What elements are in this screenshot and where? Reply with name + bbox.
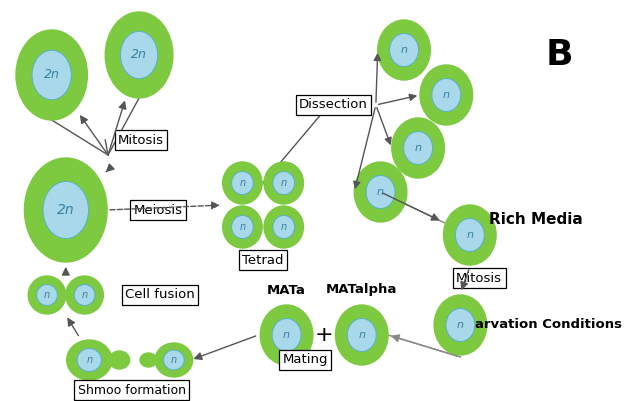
Ellipse shape xyxy=(273,172,295,194)
Text: n: n xyxy=(358,330,365,340)
Ellipse shape xyxy=(446,308,475,342)
Ellipse shape xyxy=(260,305,313,365)
Text: Starvation Conditions: Starvation Conditions xyxy=(459,318,622,332)
Text: n: n xyxy=(443,90,450,100)
Ellipse shape xyxy=(155,343,192,377)
Text: Rich Media: Rich Media xyxy=(488,213,582,227)
Text: Dissection: Dissection xyxy=(299,99,368,111)
Ellipse shape xyxy=(392,118,444,178)
Ellipse shape xyxy=(163,350,184,370)
Text: n: n xyxy=(171,355,177,365)
Text: n: n xyxy=(239,222,245,232)
Ellipse shape xyxy=(232,172,253,194)
Ellipse shape xyxy=(25,158,107,262)
Ellipse shape xyxy=(37,284,57,306)
Text: Mitosis: Mitosis xyxy=(118,134,164,146)
Ellipse shape xyxy=(264,206,304,248)
Ellipse shape xyxy=(273,215,295,239)
Text: Mitosis: Mitosis xyxy=(456,271,502,284)
Ellipse shape xyxy=(109,351,129,369)
Ellipse shape xyxy=(28,276,66,314)
Ellipse shape xyxy=(378,20,430,80)
Ellipse shape xyxy=(16,30,87,120)
Text: n: n xyxy=(281,222,287,232)
Text: 2n: 2n xyxy=(57,203,74,217)
Text: 2n: 2n xyxy=(44,69,59,81)
Text: n: n xyxy=(44,290,50,300)
Text: n: n xyxy=(415,143,422,153)
Ellipse shape xyxy=(432,79,461,111)
Ellipse shape xyxy=(272,318,301,352)
Text: n: n xyxy=(283,330,290,340)
Ellipse shape xyxy=(223,206,262,248)
Ellipse shape xyxy=(43,181,88,239)
Ellipse shape xyxy=(366,176,395,209)
Text: Tetrad: Tetrad xyxy=(242,253,284,267)
Text: n: n xyxy=(86,355,92,365)
Text: n: n xyxy=(457,320,464,330)
Text: Shmoo formation: Shmoo formation xyxy=(78,383,186,397)
Text: n: n xyxy=(377,187,384,197)
Ellipse shape xyxy=(223,162,262,204)
Ellipse shape xyxy=(444,205,496,265)
Text: MATa: MATa xyxy=(267,284,306,296)
Ellipse shape xyxy=(336,305,388,365)
Text: B: B xyxy=(545,38,573,72)
Ellipse shape xyxy=(121,31,158,79)
Text: 2n: 2n xyxy=(131,49,147,61)
Ellipse shape xyxy=(77,348,102,371)
Ellipse shape xyxy=(232,215,253,239)
Ellipse shape xyxy=(105,12,173,98)
Ellipse shape xyxy=(140,353,157,367)
Text: Mating: Mating xyxy=(283,354,328,367)
Ellipse shape xyxy=(347,318,376,352)
Ellipse shape xyxy=(434,295,487,355)
Ellipse shape xyxy=(404,132,433,164)
Ellipse shape xyxy=(32,50,71,100)
Ellipse shape xyxy=(420,65,473,125)
Text: n: n xyxy=(466,230,473,240)
Text: n: n xyxy=(281,178,287,188)
Text: +: + xyxy=(315,325,333,345)
Ellipse shape xyxy=(456,219,484,251)
Ellipse shape xyxy=(66,276,103,314)
Text: Meiosis: Meiosis xyxy=(133,203,182,217)
Ellipse shape xyxy=(354,162,407,222)
Text: n: n xyxy=(81,290,88,300)
Ellipse shape xyxy=(67,340,112,380)
Ellipse shape xyxy=(264,162,304,204)
Text: n: n xyxy=(239,178,245,188)
Text: Cell fusion: Cell fusion xyxy=(125,288,194,302)
Text: MATalpha: MATalpha xyxy=(326,284,398,296)
Text: n: n xyxy=(401,45,408,55)
Ellipse shape xyxy=(389,34,418,67)
Ellipse shape xyxy=(74,284,95,306)
